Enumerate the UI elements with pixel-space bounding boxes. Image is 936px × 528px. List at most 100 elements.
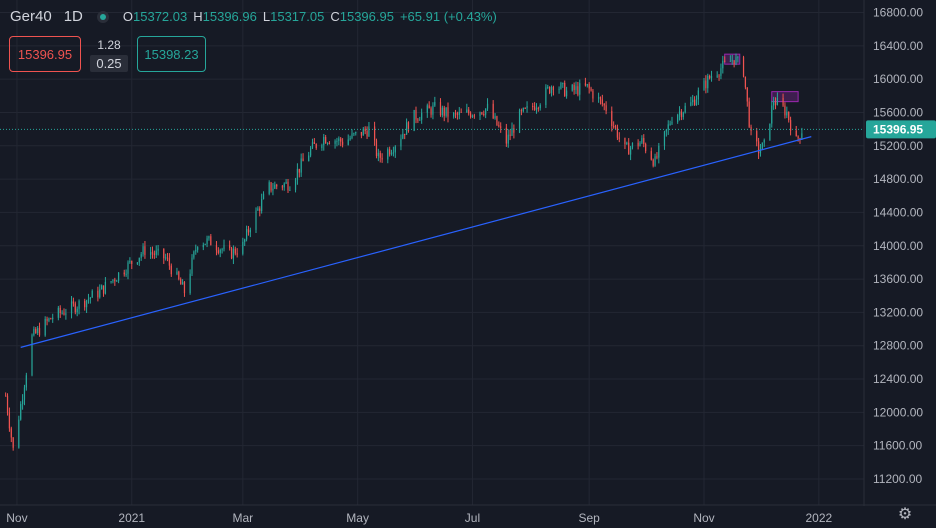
symbol-name[interactable]: Ger40 bbox=[10, 8, 52, 25]
candle-down bbox=[748, 97, 750, 129]
candle-up bbox=[242, 237, 244, 256]
candle-body bbox=[37, 328, 39, 333]
candle-body bbox=[394, 146, 396, 153]
candle-body bbox=[129, 260, 131, 263]
candle-up bbox=[127, 260, 129, 280]
candle-body bbox=[338, 138, 340, 141]
time-axis[interactable]: Nov 2021 Mar May Jul Sep Nov 2022 bbox=[0, 504, 936, 528]
candle-body bbox=[703, 80, 705, 91]
candle-body bbox=[722, 60, 724, 69]
candle-up bbox=[349, 135, 351, 141]
settings-gear-icon[interactable]: ⚙ bbox=[897, 506, 913, 523]
candle-body bbox=[117, 272, 120, 281]
candle-up bbox=[486, 98, 489, 111]
candle-body bbox=[294, 179, 297, 190]
candle-body bbox=[197, 247, 199, 250]
candle-down bbox=[774, 97, 777, 110]
candle-up bbox=[586, 83, 588, 88]
candle-body bbox=[236, 253, 238, 255]
candle-down bbox=[163, 248, 165, 264]
candle-body bbox=[614, 126, 617, 128]
candle-body bbox=[347, 139, 349, 145]
candle-up bbox=[57, 305, 59, 321]
candle-body bbox=[33, 329, 35, 336]
candle-body bbox=[325, 137, 327, 144]
candle-body bbox=[89, 297, 91, 299]
candle-up bbox=[232, 245, 235, 265]
trendline[interactable] bbox=[20, 136, 812, 348]
candle-body bbox=[189, 273, 191, 294]
candle-body bbox=[750, 126, 752, 132]
candle-down bbox=[537, 106, 539, 112]
buy-button[interactable]: 15398.23 bbox=[137, 36, 206, 72]
candle-down bbox=[340, 137, 342, 147]
candle-body bbox=[453, 113, 455, 117]
candle-body bbox=[550, 87, 553, 94]
candle-body bbox=[776, 97, 779, 105]
candle-body bbox=[682, 112, 684, 117]
candle-down bbox=[795, 125, 797, 137]
candle-body bbox=[603, 104, 605, 106]
ohlc-close: C15396.95 bbox=[330, 9, 394, 24]
candle-body bbox=[138, 257, 140, 263]
candle-up bbox=[245, 225, 248, 242]
candle-body bbox=[737, 57, 739, 59]
candle-up bbox=[571, 83, 573, 92]
price-axis[interactable]: 16800.00 16400.00 16000.00 15600.00 15200.00… bbox=[863, 0, 936, 528]
candle-up bbox=[274, 181, 276, 190]
candle-up bbox=[219, 248, 221, 258]
candle-body bbox=[390, 152, 393, 155]
candle-body bbox=[221, 249, 223, 251]
candle-body bbox=[364, 128, 366, 131]
candle-body bbox=[247, 229, 250, 233]
chart-grid bbox=[0, 0, 864, 505]
candle-body bbox=[742, 57, 745, 77]
candle-body bbox=[140, 254, 142, 258]
candle-body bbox=[191, 257, 193, 274]
candle-body bbox=[84, 300, 86, 308]
candle-body bbox=[340, 138, 342, 142]
candle-body bbox=[757, 141, 760, 154]
time-axis-bg bbox=[0, 506, 936, 528]
candle-body bbox=[443, 107, 445, 116]
candle-up bbox=[710, 70, 713, 82]
candle-body bbox=[326, 143, 329, 145]
candle-body bbox=[170, 265, 172, 275]
candle-body bbox=[535, 107, 538, 110]
candle-down bbox=[652, 158, 654, 168]
candle-down bbox=[153, 250, 155, 259]
candle-body bbox=[268, 182, 270, 194]
timeframe-label[interactable]: 1D bbox=[63, 8, 83, 25]
candle-down bbox=[10, 426, 12, 443]
candle-body bbox=[710, 75, 713, 79]
candle-body bbox=[537, 107, 539, 109]
candle-up bbox=[368, 121, 370, 137]
candle-up bbox=[191, 254, 193, 277]
sell-button[interactable]: 15396.95 bbox=[9, 36, 81, 72]
candle-down bbox=[373, 121, 376, 146]
candle-body bbox=[400, 138, 402, 147]
candle-body bbox=[110, 281, 112, 283]
candle-down bbox=[611, 106, 613, 132]
candle-body bbox=[513, 128, 515, 133]
candle-up bbox=[526, 101, 528, 113]
candle-up bbox=[690, 96, 692, 107]
candle-body bbox=[460, 111, 462, 113]
candle-up bbox=[769, 123, 771, 141]
candle-up bbox=[336, 137, 338, 147]
candle-body bbox=[707, 75, 709, 89]
trendline-layer[interactable] bbox=[20, 136, 812, 348]
candle-down bbox=[601, 94, 603, 107]
candle-up bbox=[626, 141, 628, 145]
quantity-value[interactable]: 1.28 bbox=[97, 37, 121, 52]
candle-up bbox=[737, 55, 739, 63]
candle-body bbox=[405, 122, 408, 135]
candle-body bbox=[377, 152, 379, 157]
time-tick-label: May bbox=[346, 511, 369, 525]
candle-body bbox=[142, 246, 144, 255]
candle-body bbox=[155, 250, 157, 255]
candle-body bbox=[494, 116, 496, 119]
candle-body bbox=[511, 128, 513, 136]
candle-up bbox=[20, 401, 22, 421]
